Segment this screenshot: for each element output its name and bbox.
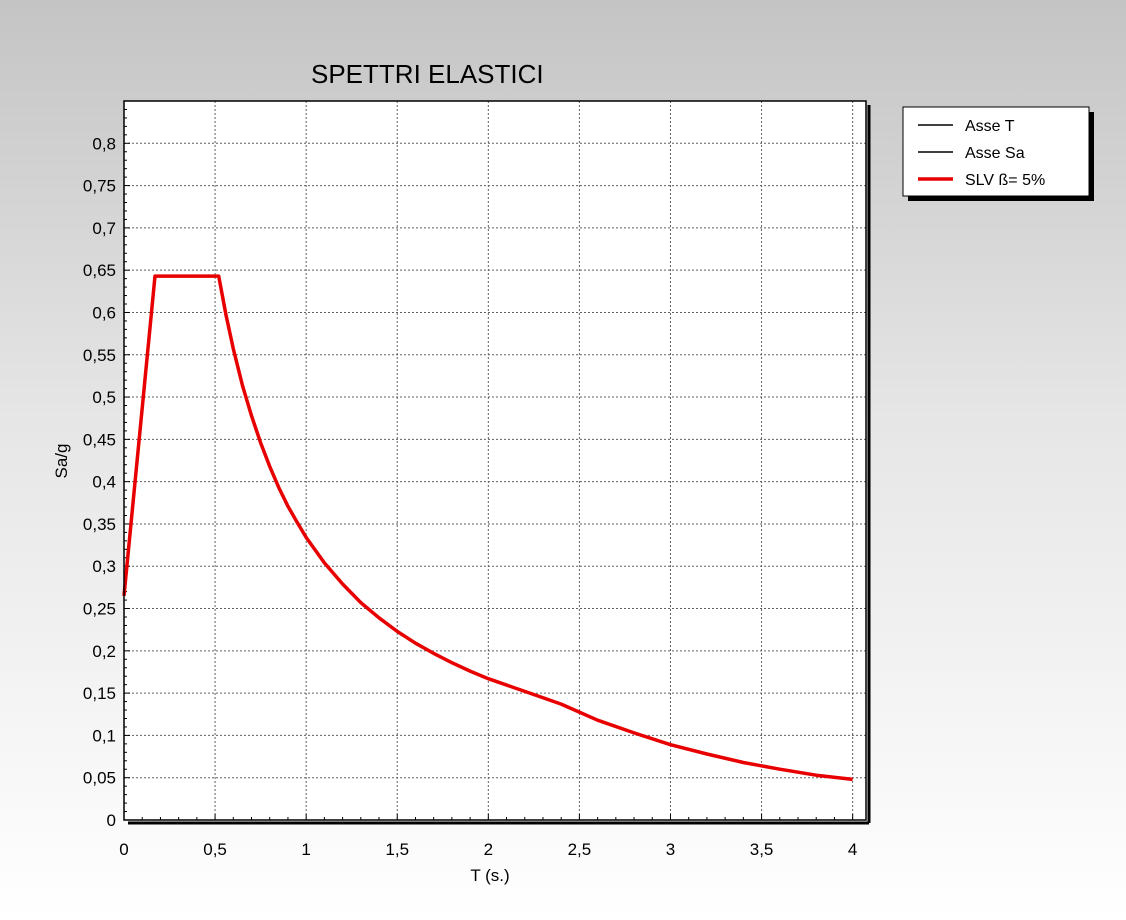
- x-tick-label: 2: [484, 840, 493, 859]
- y-tick-label: 0,8: [92, 134, 116, 153]
- y-tick-label: 0,75: [83, 177, 116, 196]
- plot-background: [124, 101, 866, 820]
- plot-frame: [123, 100, 871, 825]
- x-tick-label: 3: [666, 840, 675, 859]
- plot-frame-border: [123, 100, 867, 821]
- y-tick-label: 0,4: [92, 473, 116, 492]
- y-tick-label: 0,3: [92, 557, 116, 576]
- legend-item-label: Asse T: [965, 118, 1015, 135]
- y-tick-label: 0,45: [83, 430, 116, 449]
- y-tick-label: 0,1: [92, 726, 116, 745]
- y-tick-label: 0: [107, 811, 116, 830]
- y-tick-label: 0,55: [83, 346, 116, 365]
- x-tick-label: 1,5: [385, 840, 409, 859]
- x-tick-label: 2,5: [568, 840, 592, 859]
- y-tick-label: 0,6: [92, 303, 116, 322]
- x-axis-ticks: 0 0,5 1 1,5 2 2,5 3 3,5 4: [119, 840, 857, 859]
- legend: Asse T Asse Sa SLV ß= 5%: [902, 106, 1094, 201]
- y-tick-label: 0,7: [92, 219, 116, 238]
- x-tick-label: 4: [848, 840, 857, 859]
- x-tick-label: 3,5: [750, 840, 774, 859]
- legend-item-label: SLV ß= 5%: [965, 172, 1045, 189]
- y-tick-label: 0,35: [83, 515, 116, 534]
- plot-area: [124, 101, 866, 820]
- y-axis-ticks: 0 0,05 0,1 0,15 0,2 0,25 0,3 0,35 0,4 0,45 0,5 0,55…: [83, 134, 116, 830]
- chart-title: SPETTRI ELASTICI: [311, 59, 544, 89]
- x-tick-label: 1: [301, 840, 310, 859]
- series-line-slv: [122, 274, 853, 782]
- x-axis-label: T (s.): [470, 866, 509, 885]
- y-tick-label: 0,15: [83, 684, 116, 703]
- series-layer: [122, 274, 853, 782]
- y-tick-label: 0,05: [83, 769, 116, 788]
- y-tick-label: 0,5: [92, 388, 116, 407]
- x-tick-label: 0,5: [203, 840, 227, 859]
- y-tick-label: 0,2: [92, 642, 116, 661]
- x-tick-label: 0: [119, 840, 128, 859]
- legend-item-label: Asse Sa: [965, 145, 1025, 162]
- y-axis-label: Sa/g: [52, 444, 71, 479]
- y-tick-label: 0,25: [83, 600, 116, 619]
- y-tick-label: 0,65: [83, 261, 116, 280]
